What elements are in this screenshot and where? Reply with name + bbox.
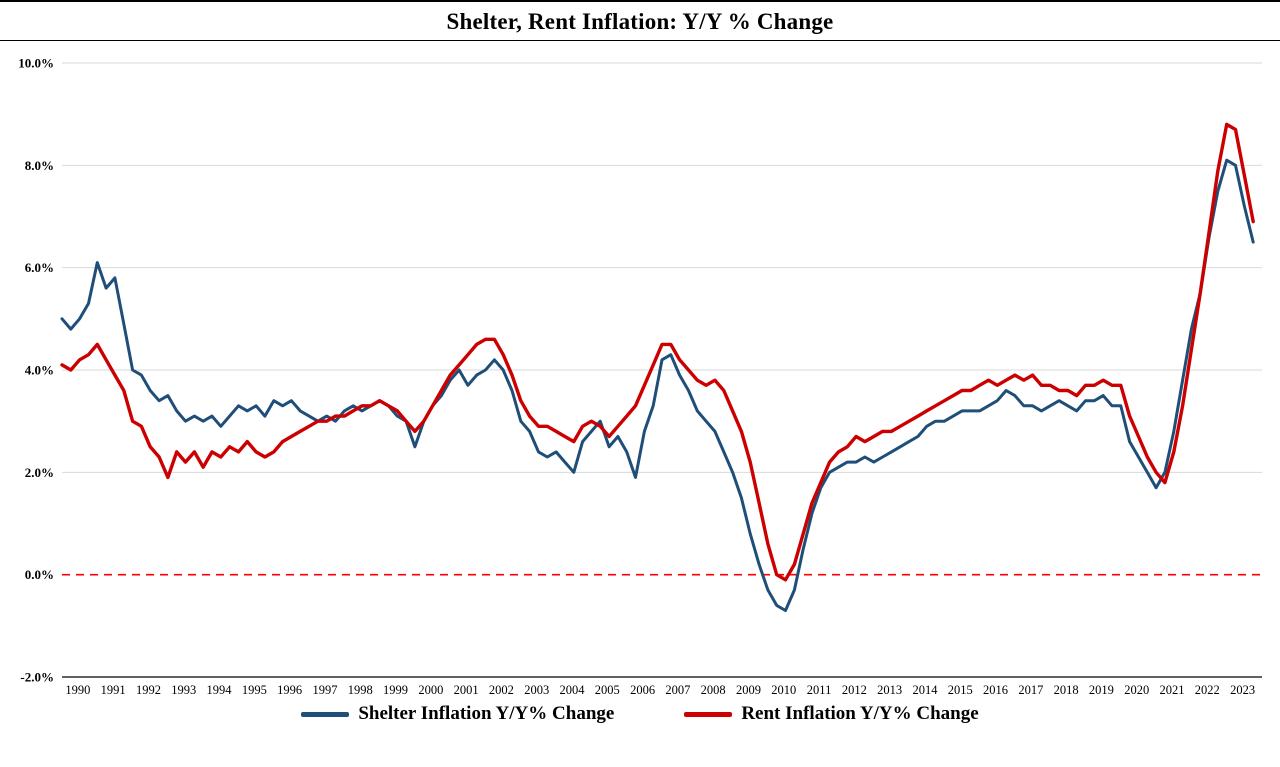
x-tick-label: 2021 — [1160, 683, 1185, 697]
x-tick-label: 2005 — [595, 683, 620, 697]
chart-legend: Shelter Inflation Y/Y% Change Rent Infla… — [0, 703, 1280, 725]
y-tick-label: -2.0% — [20, 670, 54, 685]
x-tick-label: 2000 — [418, 683, 443, 697]
x-tick-label: 1992 — [136, 683, 161, 697]
y-tick-label: 0.0% — [25, 567, 54, 582]
rent-legend-label: Rent Inflation Y/Y% Change — [741, 703, 979, 724]
x-tick-label: 2018 — [1054, 683, 1079, 697]
shelter-series-line — [60, 158, 1255, 612]
x-tick-label: 2002 — [489, 683, 514, 697]
y-tick-label: 6.0% — [25, 260, 54, 275]
x-tick-label: 2014 — [912, 683, 938, 697]
x-tick-label: 1990 — [65, 683, 90, 697]
x-tick-label: 1991 — [101, 683, 126, 697]
x-tick-label: 1996 — [277, 683, 302, 697]
shelter-legend-line — [301, 711, 350, 717]
rent-legend-line — [684, 711, 733, 717]
x-tick-label: 2020 — [1124, 683, 1149, 697]
x-tick-label: 1993 — [171, 683, 196, 697]
x-tick-label: 1995 — [242, 683, 267, 697]
x-tick-label: 2001 — [454, 683, 479, 697]
legend-item-rent: Rent Inflation Y/Y% Change — [684, 703, 979, 725]
x-tick-label: 2011 — [807, 683, 832, 697]
x-tick-label: 2017 — [1018, 683, 1043, 697]
y-tick-label: 4.0% — [25, 363, 54, 378]
x-tick-label: 2019 — [1089, 683, 1114, 697]
shelter-legend-label: Shelter Inflation Y/Y% Change — [358, 703, 615, 724]
top-border-line — [0, 0, 1280, 2]
x-tick-label: 2004 — [560, 683, 586, 697]
x-tick-label: 2003 — [524, 683, 549, 697]
title-divider-line — [0, 40, 1280, 41]
chart-title: Shelter, Rent Inflation: Y/Y % Change — [446, 9, 834, 34]
x-tick-label: 2012 — [842, 683, 867, 697]
x-tick-label: 1999 — [383, 683, 408, 697]
x-tick-label: 2006 — [630, 683, 655, 697]
y-tick-label: 8.0% — [25, 158, 54, 173]
x-tick-label: 2010 — [771, 683, 796, 697]
x-tick-label: 2023 — [1230, 683, 1255, 697]
legend-item-shelter: Shelter Inflation Y/Y% Change — [301, 703, 614, 725]
x-tick-label: 2008 — [701, 683, 726, 697]
line-chart: -2.0% 0.0% 2.0% 4.0% 6.0% 8.0% 10.0% 1990 1991 19… — [18, 56, 1262, 697]
x-tick-label: 2015 — [948, 683, 973, 697]
x-tick-label: 2013 — [877, 683, 902, 697]
x-tick-label: 1998 — [348, 683, 373, 697]
y-tick-label: 2.0% — [25, 465, 54, 480]
x-tick-label: 2009 — [736, 683, 761, 697]
x-tick-label: 2007 — [665, 683, 690, 697]
x-tick-label: 1997 — [312, 683, 337, 697]
y-tick-label: 10.0% — [18, 56, 54, 71]
x-tick-label: 1994 — [207, 683, 233, 697]
rent-series-line — [60, 122, 1255, 582]
x-tick-label: 2016 — [983, 683, 1008, 697]
x-tick-label: 2022 — [1195, 683, 1220, 697]
